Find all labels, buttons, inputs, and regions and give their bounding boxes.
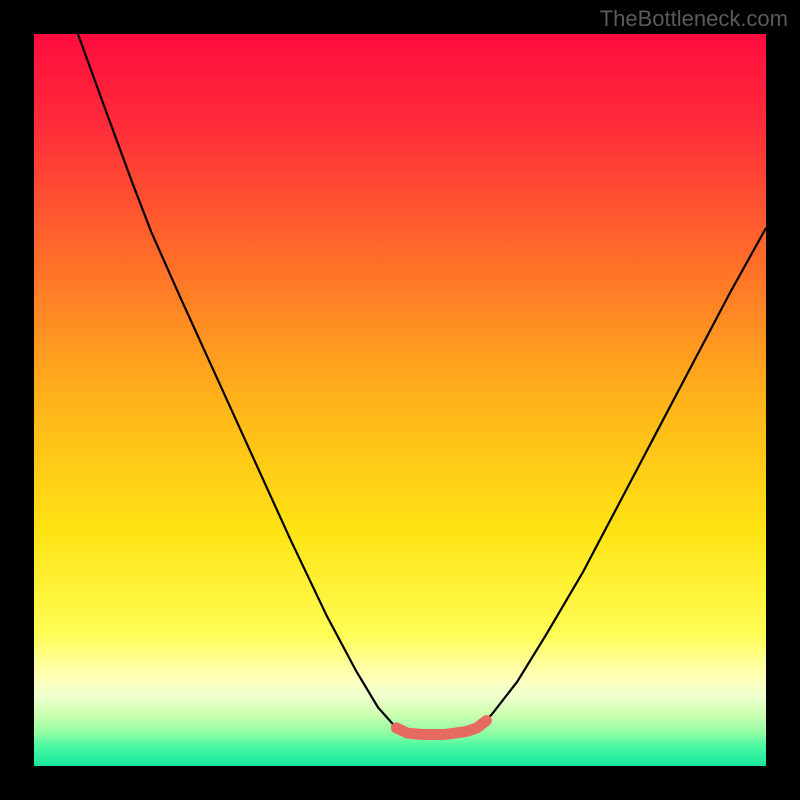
plot-area — [34, 34, 766, 766]
curve-svg — [34, 34, 766, 766]
highlight-segment — [396, 721, 486, 735]
watermark-text: TheBottleneck.com — [600, 6, 788, 32]
bottleneck-curve — [78, 34, 766, 735]
chart-frame: TheBottleneck.com — [0, 0, 800, 800]
